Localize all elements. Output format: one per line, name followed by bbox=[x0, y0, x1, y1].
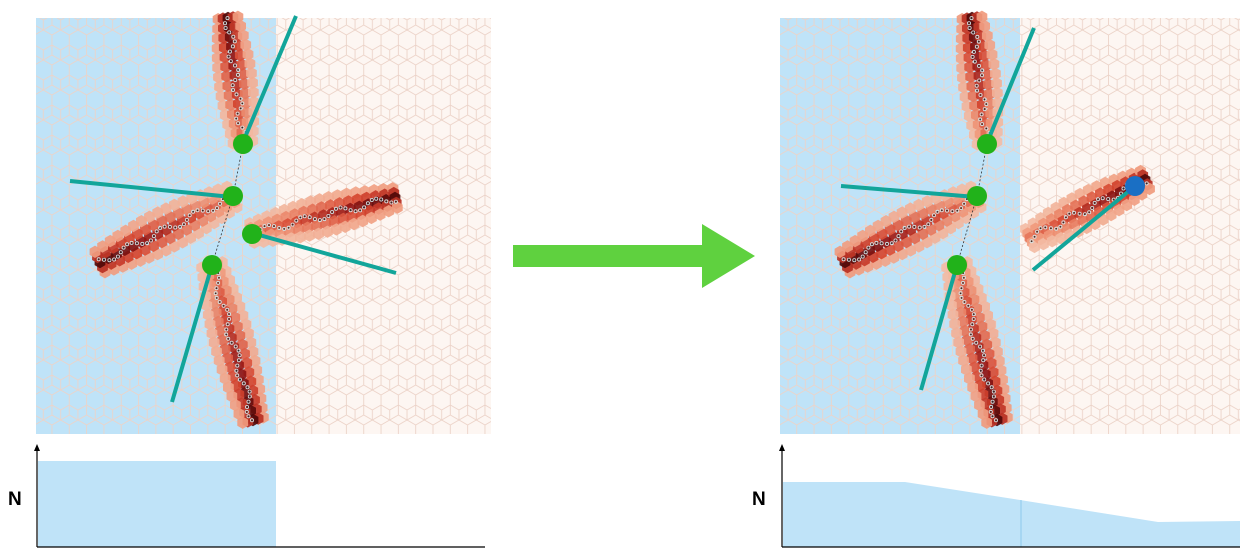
projection-line bbox=[251, 231, 397, 275]
profile-fill bbox=[38, 461, 276, 547]
trajectory bbox=[222, 16, 248, 144]
junction-point bbox=[233, 134, 253, 154]
projection-lines bbox=[840, 27, 1137, 391]
projection-line bbox=[1031, 184, 1137, 272]
junction-point bbox=[202, 255, 222, 275]
projection-line bbox=[985, 27, 1036, 144]
junction-point bbox=[242, 224, 262, 244]
projection-line bbox=[919, 264, 959, 391]
panel-after: N bbox=[752, 10, 1240, 548]
junction-points bbox=[202, 134, 262, 275]
projection-line bbox=[241, 15, 298, 143]
panel-before: N bbox=[8, 10, 491, 548]
projection-line bbox=[170, 264, 214, 403]
junction-point bbox=[967, 186, 987, 206]
y-axis-label: N bbox=[8, 489, 22, 510]
density-arm bbox=[941, 256, 1013, 429]
profile-fill bbox=[783, 482, 1240, 547]
trajectory bbox=[967, 16, 992, 145]
y-axis-arrow-icon bbox=[34, 444, 40, 451]
projection-line bbox=[69, 179, 233, 199]
y-axis-label: N bbox=[752, 489, 766, 510]
junction-points bbox=[947, 134, 1145, 275]
junction-point bbox=[977, 134, 997, 154]
right-arrow-icon bbox=[513, 224, 755, 288]
density-arm bbox=[89, 180, 243, 279]
junction-point bbox=[947, 255, 967, 275]
density-profile-after: N bbox=[752, 444, 1240, 548]
projection-lines bbox=[69, 15, 397, 403]
junction-point bbox=[223, 186, 243, 206]
hex-grid bbox=[780, 18, 1240, 434]
projection-line bbox=[840, 184, 977, 199]
junction-point bbox=[1125, 176, 1145, 196]
density-arm bbox=[196, 256, 269, 429]
density-profile-before: N bbox=[8, 444, 485, 548]
y-axis-arrow-icon bbox=[779, 444, 785, 451]
